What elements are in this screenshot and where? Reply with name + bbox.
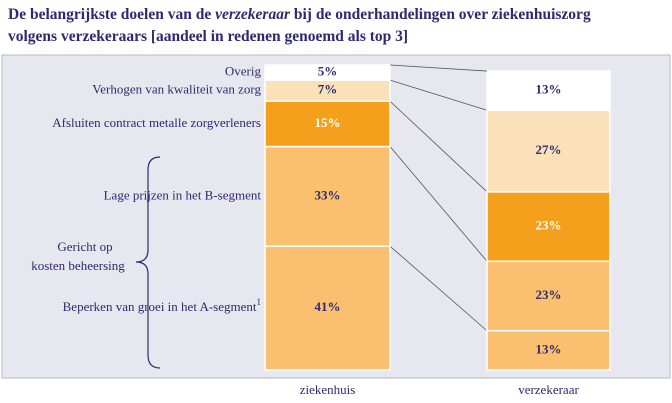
- series-name: Beperken van groei in het A-segment: [63, 299, 257, 314]
- title-part: De belangrijkste doelen van de: [8, 6, 212, 23]
- title-part: bij de onderhandelingen over ziekenhuisz…: [293, 6, 591, 23]
- value-label: 23%: [536, 287, 562, 302]
- value-label: 7%: [318, 82, 338, 97]
- title-part: verzekeraar: [215, 6, 290, 23]
- x-tick-label: ziekenhuis: [300, 382, 356, 397]
- value-label: 23%: [536, 218, 562, 233]
- annotation: Gericht op: [57, 239, 112, 254]
- series-name: Lage prijzen in het B-segment: [104, 187, 262, 202]
- value-label: 41%: [315, 299, 341, 314]
- series-name: Afsluiten contract metalle zorgverleners: [52, 115, 261, 130]
- bar-segment: [264, 100, 391, 148]
- footnote-marker: 1: [257, 297, 262, 307]
- series-label: Verhogen van kwaliteit van zorg: [92, 82, 261, 97]
- bar-segment: [486, 109, 611, 193]
- series-name: Overig: [225, 64, 262, 79]
- series-label: Beperken van groei in het A-segment1: [63, 297, 261, 314]
- bar-segment: [486, 70, 611, 112]
- brace: [135, 156, 161, 369]
- series-label: Afsluiten contract metalle zorgverleners: [52, 115, 261, 130]
- value-label: 5%: [318, 64, 338, 79]
- value-label: 27%: [536, 142, 562, 157]
- series-label: Lage prijzen in het B-segment: [104, 187, 262, 202]
- value-label: 33%: [315, 187, 341, 202]
- bar-segment: [486, 191, 611, 263]
- title-part: volgens verzekeraars [aandeel in redenen…: [8, 28, 409, 45]
- x-tick-label: verzekeraar: [518, 382, 579, 397]
- connector: [389, 245, 488, 332]
- bar-segment: [264, 145, 391, 247]
- chart-title: De belangrijkste doelen van de verzekera…: [8, 4, 668, 48]
- series-name: Verhogen van kwaliteit van zorg: [92, 82, 261, 97]
- connector: [389, 79, 488, 111]
- series-label: Overig: [225, 64, 262, 79]
- annotation: kosten beheersing: [31, 258, 125, 273]
- bar-segment: [486, 260, 611, 332]
- connector: [389, 100, 488, 193]
- bar-segment: [264, 64, 391, 81]
- connector: [389, 146, 488, 262]
- value-label: 13%: [536, 82, 562, 97]
- connector: [389, 64, 488, 72]
- bar-segment: [264, 245, 391, 371]
- value-label: 15%: [315, 115, 341, 130]
- value-label: 13%: [536, 341, 562, 356]
